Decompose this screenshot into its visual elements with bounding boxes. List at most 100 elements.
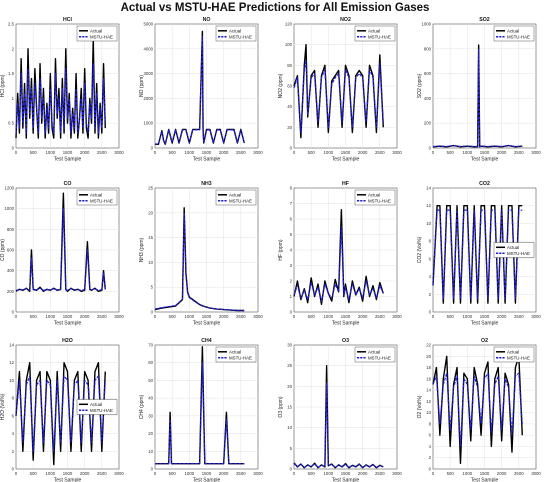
x-tick-label: 1000: [324, 314, 334, 319]
y-tick-label: 15: [287, 405, 292, 410]
y-tick-label: 600: [424, 71, 432, 76]
x-tick-label: 1000: [185, 150, 195, 155]
x-tick-label: 1500: [63, 150, 73, 155]
y-tick-label: 100: [285, 42, 293, 47]
subplot-title: NH3: [201, 181, 211, 187]
x-tick-label: 2000: [219, 471, 229, 476]
x-tick-label: 3000: [531, 471, 541, 476]
x-tick-label: 0: [15, 314, 18, 319]
legend-label-mstu-hae: MSTU-HAE: [90, 199, 113, 204]
y-axis-label: HF (ppm): [278, 239, 284, 260]
x-tick-label: 2500: [375, 471, 385, 476]
x-tick-label: 2500: [236, 471, 246, 476]
x-tick-label: 1000: [46, 150, 56, 155]
y-tick-label: 10: [9, 378, 14, 383]
x-tick-label: 2500: [97, 314, 107, 319]
x-tick-label: 1000: [324, 150, 334, 155]
y-axis-label: O2 (Vol%): [417, 395, 423, 418]
series-mstu-hae-line: [293, 226, 384, 302]
subplot-title: CO2: [479, 181, 490, 187]
y-tick-label: 4: [290, 248, 293, 253]
x-tick-label: 2000: [80, 471, 90, 476]
x-tick-label: 2000: [219, 314, 229, 319]
subplot-title: O3: [342, 338, 349, 344]
y-axis-label: CO2 (Vol%): [417, 236, 423, 263]
series-actual-line: [432, 355, 523, 465]
legend-label-actual: Actual: [90, 193, 102, 198]
y-tick-label: 60: [148, 360, 153, 365]
legend-label-mstu-hae: MSTU-HAE: [229, 199, 252, 204]
x-tick-label: 0: [432, 314, 435, 319]
x-tick-label: 3000: [253, 314, 263, 319]
x-tick-label: 3000: [114, 150, 124, 155]
x-tick-label: 0: [293, 150, 296, 155]
y-tick-label: 7: [290, 201, 293, 206]
y-tick-label: 800: [424, 46, 432, 51]
y-tick-label: 0: [12, 146, 15, 151]
series-mstu-hae-line: [293, 59, 384, 134]
y-axis-label: HCl (ppm): [0, 74, 6, 97]
x-tick-label: 500: [30, 471, 38, 476]
subplot-title: O2: [481, 338, 488, 344]
y-tick-label: 25: [287, 363, 292, 368]
y-tick-label: 2: [429, 292, 432, 297]
y-tick-label: 60: [287, 84, 292, 89]
y-axis-label: SO2 (ppm): [417, 73, 423, 98]
y-tick-label: 6: [429, 256, 432, 261]
legend-label-actual: Actual: [368, 193, 380, 198]
chart-so2: 0 500 1000 1500 2000 2500 3000 0 200 400 600 800 100…: [417, 17, 541, 163]
chart-no: 0 500 1000 1500 2000 2500 3000 0 1000 2000 3000 400…: [139, 17, 263, 163]
y-tick-label: 10: [148, 449, 153, 454]
y-tick-label: 0: [429, 310, 432, 315]
series-mstu-hae-line: [15, 208, 106, 291]
chart-o3: 0 500 1000 1500 2000 2500 3000 0 5 10 15 20 25 30 O3 Te…: [278, 338, 402, 482]
x-tick-label: 0: [293, 314, 296, 319]
y-tick-label: 0: [429, 467, 432, 472]
y-tick-label: 6: [429, 433, 432, 438]
x-tick-label: 2000: [358, 150, 368, 155]
y-tick-label: 14: [426, 186, 431, 191]
chart-no2: 0 500 1000 1500 2000 2500 3000 0 20 40 60 80 100 120 N…: [278, 17, 402, 163]
x-tick-label: 2500: [97, 471, 107, 476]
x-tick-label: 1000: [463, 314, 473, 319]
y-tick-label: 4: [429, 444, 432, 449]
y-tick-label: 8: [429, 239, 432, 244]
x-tick-label: 0: [293, 471, 296, 476]
x-tick-label: 3000: [114, 314, 124, 319]
legend-label-actual: Actual: [507, 29, 519, 34]
legend-label-actual: Actual: [229, 29, 241, 34]
series-mstu-hae-line: [15, 375, 106, 452]
chart-h2o: 0 500 1000 1500 2000 2500 3000 0 2 4 6 8 10 12 14 H2O Te…: [0, 338, 124, 482]
y-tick-label: 5000: [143, 22, 153, 27]
y-tick-label: 400: [7, 268, 15, 273]
y-tick-label: 5: [290, 232, 293, 237]
x-tick-label: 1500: [341, 314, 351, 319]
x-tick-label: 3000: [253, 150, 263, 155]
y-tick-label: 200: [424, 121, 432, 126]
legend-label-mstu-hae: MSTU-HAE: [229, 35, 252, 40]
figure-title: Actual vs MSTU-HAE Predictions for All E…: [120, 2, 430, 14]
y-tick-label: 20: [148, 431, 153, 436]
x-tick-label: 2500: [375, 314, 385, 319]
legend-label-mstu-hae: MSTU-HAE: [507, 35, 530, 40]
y-tick-label: 3000: [143, 71, 153, 76]
legend-label-actual: Actual: [507, 350, 519, 355]
y-tick-label: 4: [429, 274, 432, 279]
y-tick-label: 5: [151, 285, 154, 290]
y-tick-label: 6: [12, 413, 15, 418]
legend-label-actual: Actual: [368, 350, 380, 355]
y-tick-label: 30: [287, 343, 292, 348]
y-tick-label: 200: [7, 289, 15, 294]
y-tick-label: 40: [287, 104, 292, 109]
series-mstu-hae-line: [293, 381, 384, 468]
y-tick-label: 10: [426, 410, 431, 415]
y-tick-label: 4000: [143, 46, 153, 51]
y-tick-label: 8: [429, 421, 432, 426]
x-tick-label: 1000: [185, 314, 195, 319]
y-axis-label: NO (ppm): [139, 75, 145, 97]
y-tick-label: 1: [290, 294, 293, 299]
y-tick-label: 1000: [421, 22, 431, 27]
x-tick-label: 2500: [514, 471, 524, 476]
